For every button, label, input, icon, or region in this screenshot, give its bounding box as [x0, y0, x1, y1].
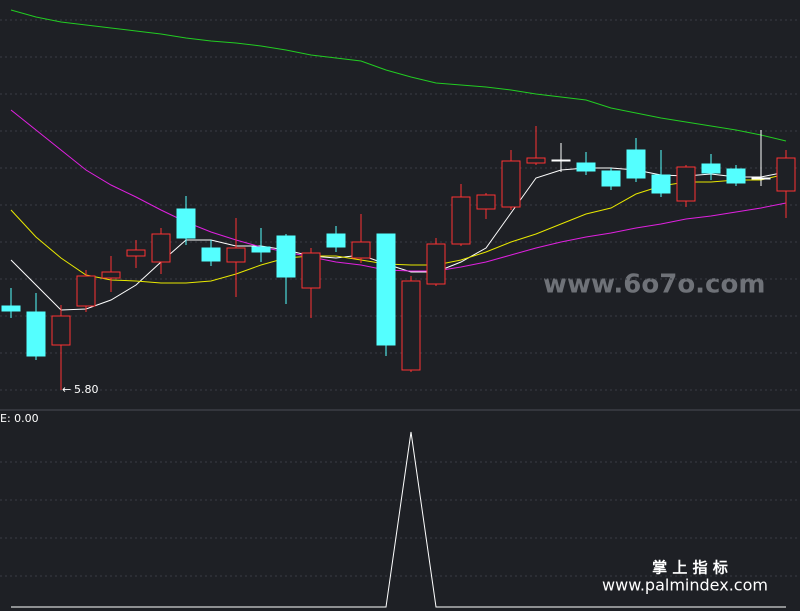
- watermark-url: www.palmindex.com: [602, 576, 768, 595]
- candle-body: [751, 177, 771, 180]
- candle-body: [76, 275, 96, 307]
- candle-body: [501, 160, 521, 208]
- candle-body: [1, 305, 21, 312]
- candle-body: [351, 241, 371, 259]
- ma-line: [10, 109, 787, 272]
- candle-body: [151, 233, 171, 263]
- candle-body: [101, 271, 121, 279]
- candle-body: [476, 194, 496, 210]
- indicator-label: E: 0.00: [0, 412, 39, 425]
- candle-body: [201, 247, 221, 262]
- candle-body: [526, 157, 546, 164]
- candle-body: [276, 235, 296, 278]
- candle-body: [626, 149, 646, 179]
- candle-body: [651, 174, 671, 194]
- low-arrow: ←: [62, 383, 71, 396]
- candle-body: [251, 246, 271, 253]
- ma-line: [10, 9, 787, 142]
- candle-body: [426, 243, 446, 285]
- candle-body: [51, 315, 71, 346]
- low-label: 5.80: [74, 383, 99, 396]
- candle-body: [26, 311, 46, 357]
- candle-body: [401, 280, 421, 371]
- candle-body: [301, 252, 321, 289]
- candle-body: [726, 168, 746, 184]
- candle-body: [701, 163, 721, 174]
- candle-body: [676, 166, 696, 202]
- indicator-line: [11, 431, 786, 608]
- candle-body: [551, 159, 571, 162]
- candle-body: [601, 170, 621, 187]
- candle-body: [226, 247, 246, 263]
- watermark-brand: 掌 上 指 标: [652, 559, 728, 577]
- candle-body: [776, 157, 796, 192]
- candle-body: [176, 208, 196, 239]
- candle-body: [126, 249, 146, 257]
- watermark-site: www.6o7o.com: [543, 270, 765, 300]
- candle-body: [376, 233, 396, 346]
- candle-body: [576, 162, 596, 172]
- candle-body: [326, 233, 346, 248]
- candle-body: [451, 196, 471, 245]
